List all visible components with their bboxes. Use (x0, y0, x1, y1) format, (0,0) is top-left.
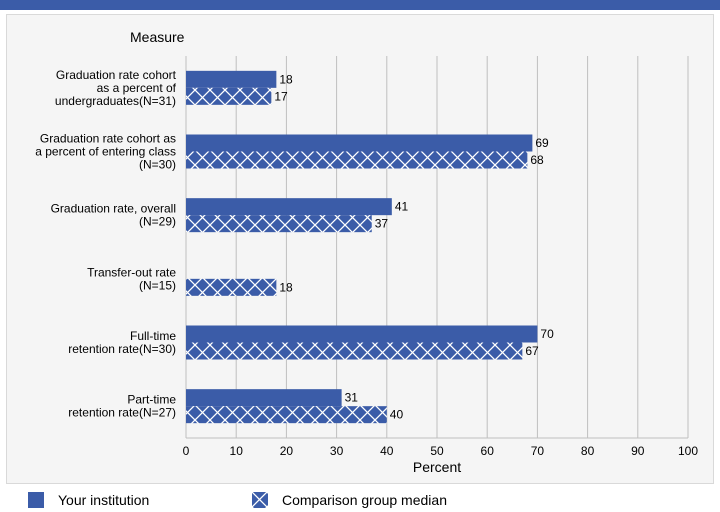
value-label-institution: 69 (535, 136, 549, 150)
category-label: Transfer-out rate (N=15) (87, 265, 176, 292)
value-label-institution: 70 (540, 327, 554, 341)
grid-lines (185, 56, 689, 439)
x-tick-label: 100 (678, 444, 698, 458)
legend-hatch-swatch (252, 492, 268, 508)
legend-item-institution: Your institution (28, 490, 149, 510)
x-tick-label: 70 (531, 444, 545, 458)
category-label: Graduation rate cohort as a percent of und… (55, 68, 177, 108)
bar-comparison (186, 342, 523, 360)
legend-solid-swatch (28, 492, 44, 508)
category-label-line: Part-time (127, 393, 176, 407)
bar-institution (186, 389, 342, 407)
bar-comparison (186, 406, 387, 424)
x-tick-label: 10 (230, 444, 244, 458)
category-label-line: Graduation rate cohort as (40, 132, 176, 146)
category-label: Graduation rate, overall (N=29) (51, 202, 176, 229)
category-label: Full-time retention rate(N=30) (68, 329, 176, 356)
category-label-line: undergraduates(N=31) (55, 94, 176, 108)
bar-institution (186, 70, 277, 88)
category-label-line: as a percent of (97, 81, 177, 95)
legend-item-comparison: Comparison group median (252, 490, 447, 510)
bar-comparison (186, 278, 277, 296)
bar-comparison (186, 87, 272, 105)
category-label-line: (N=30) (139, 158, 176, 172)
chart-panel (6, 14, 714, 484)
category-label-line: retention rate(N=30) (68, 342, 176, 356)
category-label-line: Full-time (130, 329, 176, 343)
value-label-institution: 18 (279, 72, 293, 86)
x-tick-label: 0 (183, 444, 190, 458)
category-label: Graduation rate cohort as a percent of en… (35, 132, 176, 172)
category-label-line: a percent of entering class (35, 145, 176, 159)
x-tick-label: 60 (481, 444, 495, 458)
legend-label-institution: Your institution (58, 492, 150, 508)
x-tick-label: 40 (380, 444, 394, 458)
x-tick-label: 80 (581, 444, 595, 458)
bar-institution (186, 134, 533, 152)
category-label-line: Transfer-out rate (87, 265, 176, 279)
x-tick-label: 50 (430, 444, 444, 458)
labels: 0 10 20 30 40 50 60 70 80 90 100 18 17 Graduation rat… (35, 68, 698, 458)
bars (186, 70, 538, 424)
value-label-comparison: 40 (390, 408, 404, 422)
x-axis-title: Percent (413, 459, 461, 475)
x-tick-label: 30 (330, 444, 344, 458)
legend-label-comparison: Comparison group median (282, 492, 447, 508)
category-label-line: (N=15) (139, 278, 176, 292)
bar-comparison (186, 215, 372, 233)
x-tick-label: 90 (631, 444, 645, 458)
category-axis-title: Measure (130, 29, 185, 45)
value-label-comparison: 18 (279, 280, 293, 294)
category-label-line: Graduation rate cohort (56, 68, 177, 82)
value-label-comparison: 17 (274, 89, 288, 103)
category-label: Part-time retention rate(N=27) (68, 393, 176, 420)
category-label-line: (N=29) (139, 215, 176, 229)
category-label-line: retention rate(N=27) (68, 406, 176, 420)
bar-comparison (186, 151, 528, 169)
x-tick-label: 20 (280, 444, 294, 458)
bar-institution (186, 325, 538, 343)
top-accent-bar (0, 0, 720, 10)
value-label-comparison: 37 (375, 217, 389, 231)
category-label-line: Graduation rate, overall (51, 202, 176, 216)
bar-institution (186, 198, 392, 216)
value-label-institution: 41 (395, 200, 409, 214)
value-label-comparison: 67 (525, 344, 539, 358)
value-label-comparison: 68 (530, 153, 544, 167)
value-label-institution: 31 (345, 391, 359, 405)
